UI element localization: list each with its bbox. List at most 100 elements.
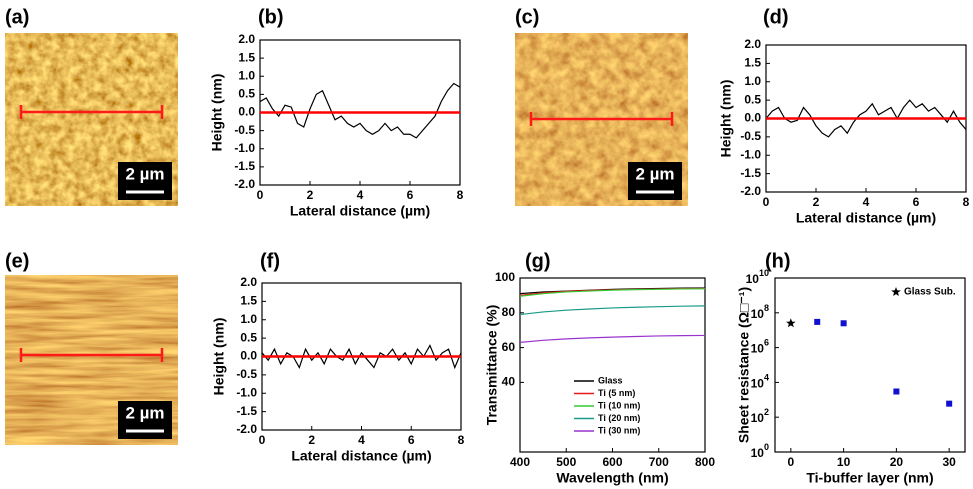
x-tick-label: 6: [407, 188, 414, 202]
series-line: [259, 82, 461, 139]
scale-bar-label: 2 µm: [635, 164, 674, 183]
x-tick-label: 0: [763, 195, 770, 209]
y-tick-label: -1.0: [234, 141, 255, 155]
y-tick-label: 1.5: [240, 294, 257, 308]
x-tick-label: 6: [913, 195, 920, 209]
series-line: [519, 305, 706, 316]
x-tick-label: 8: [457, 188, 464, 202]
x-tick-label: 4: [358, 433, 365, 447]
y-tick-label: 2.0: [238, 32, 255, 46]
y-tick-label: 40: [502, 375, 516, 389]
x-tick-label: 2: [308, 433, 315, 447]
x-tick-label: 30: [942, 455, 956, 469]
y-tick-label: 80: [502, 305, 516, 319]
y-tick-base: 10: [751, 377, 765, 391]
panel-label: (h): [765, 250, 791, 272]
scale-bar-box: [628, 162, 682, 200]
legend-marker: [891, 287, 901, 296]
y-tick-label: 100: [751, 442, 769, 460]
x-tick-label: 2: [813, 195, 820, 209]
y-tick-exponent: 6: [764, 338, 769, 348]
x-axis-title: Wavelength (nm): [556, 470, 668, 486]
y-tick-label: 0.0: [240, 349, 257, 363]
panel-label: (c): [515, 6, 539, 28]
y-axis-title: Sheet resistance (Ω□⁻¹): [736, 287, 752, 443]
series-line: [261, 344, 462, 370]
y-tick-base: 10: [751, 307, 765, 321]
y-tick-label: 1.0: [238, 68, 255, 82]
x-tick-label: 6: [408, 433, 415, 447]
legend-label: Ti (10 nm): [598, 400, 640, 410]
legend-label: Glass Sub.: [904, 287, 956, 298]
y-tick-label: -2.0: [234, 177, 255, 191]
x-tick-label: 0: [259, 433, 266, 447]
x-axis-title: Lateral distance (µm): [796, 210, 936, 226]
x-tick-label: 400: [510, 455, 530, 469]
x-tick-label: 4: [357, 188, 364, 202]
x-tick-label: 800: [695, 455, 715, 469]
y-tick-label: 100: [495, 270, 515, 284]
y-tick-label: -0.5: [740, 129, 761, 143]
y-tick-label: 1.0: [744, 74, 761, 88]
panel-label: (f): [260, 250, 280, 272]
y-tick-label: -1.0: [740, 147, 761, 161]
data-point: [814, 318, 821, 325]
legend-label: Ti (20 nm): [598, 413, 640, 423]
x-axis-title: Lateral distance (µm): [290, 203, 430, 219]
y-tick-label: -0.5: [236, 367, 257, 381]
y-tick-label: -2.0: [236, 422, 257, 436]
x-axis-title: Lateral distance (µm): [291, 448, 431, 464]
x-tick-label: 8: [458, 433, 465, 447]
y-axis-title: Height (nm): [209, 74, 225, 152]
series-line: [765, 99, 967, 138]
scale-bar-label: 2 µm: [125, 164, 164, 183]
x-tick-label: 2: [307, 188, 314, 202]
x-tick-label: 4: [863, 195, 870, 209]
x-tick-label: 0: [257, 188, 264, 202]
panel-label: (e): [5, 250, 29, 272]
y-tick-base: 10: [751, 342, 765, 356]
y-tick-label: -1.0: [236, 385, 257, 399]
x-axis-title: Ti-buffer layer (nm): [806, 470, 933, 486]
x-tick-label: 0: [787, 455, 794, 469]
data-point: [786, 318, 796, 328]
panel-label: (a): [5, 6, 29, 28]
y-tick-label: 0.5: [240, 330, 257, 344]
y-tick-label: -1.5: [236, 404, 257, 418]
panel-label: (g): [525, 250, 551, 272]
y-tick-label: 1.5: [744, 56, 761, 70]
y-tick-label: 108: [751, 303, 769, 321]
data-point: [946, 400, 953, 407]
y-tick-label: 2.0: [240, 275, 257, 289]
plot-frame: [774, 277, 966, 453]
scale-bar-box: [118, 162, 172, 200]
scale-bar-label: 2 µm: [125, 403, 164, 422]
y-tick-label: 104: [751, 373, 769, 391]
y-axis-title: Height (nm): [211, 318, 227, 396]
y-tick-label: 1.0: [240, 312, 257, 326]
x-tick-label: 500: [556, 455, 576, 469]
series-line: [519, 288, 706, 297]
y-tick-base: 10: [751, 411, 765, 425]
y-tick-label: 1010: [746, 268, 769, 286]
y-tick-label: -2.0: [740, 184, 761, 198]
y-tick-label: 2.0: [744, 37, 761, 51]
scale-bar-box: [118, 401, 172, 439]
y-tick-label: -0.5: [234, 123, 255, 137]
legend-label: Ti (5 nm): [598, 388, 635, 398]
data-point: [893, 388, 900, 395]
y-tick-label: -1.5: [234, 159, 255, 173]
panel-label: (b): [258, 6, 284, 28]
y-tick-exponent: 4: [764, 373, 769, 383]
legend-label: Glass: [598, 375, 623, 385]
x-tick-label: 8: [963, 195, 970, 209]
y-axis-title: Transmittance (%): [484, 305, 500, 426]
legend-label: Ti (30 nm): [598, 425, 640, 435]
y-tick-label: 60: [502, 340, 516, 354]
y-tick-label: -1.5: [740, 166, 761, 180]
series-line: [519, 334, 706, 343]
x-tick-label: 10: [837, 455, 851, 469]
y-tick-exponent: 0: [764, 442, 769, 452]
